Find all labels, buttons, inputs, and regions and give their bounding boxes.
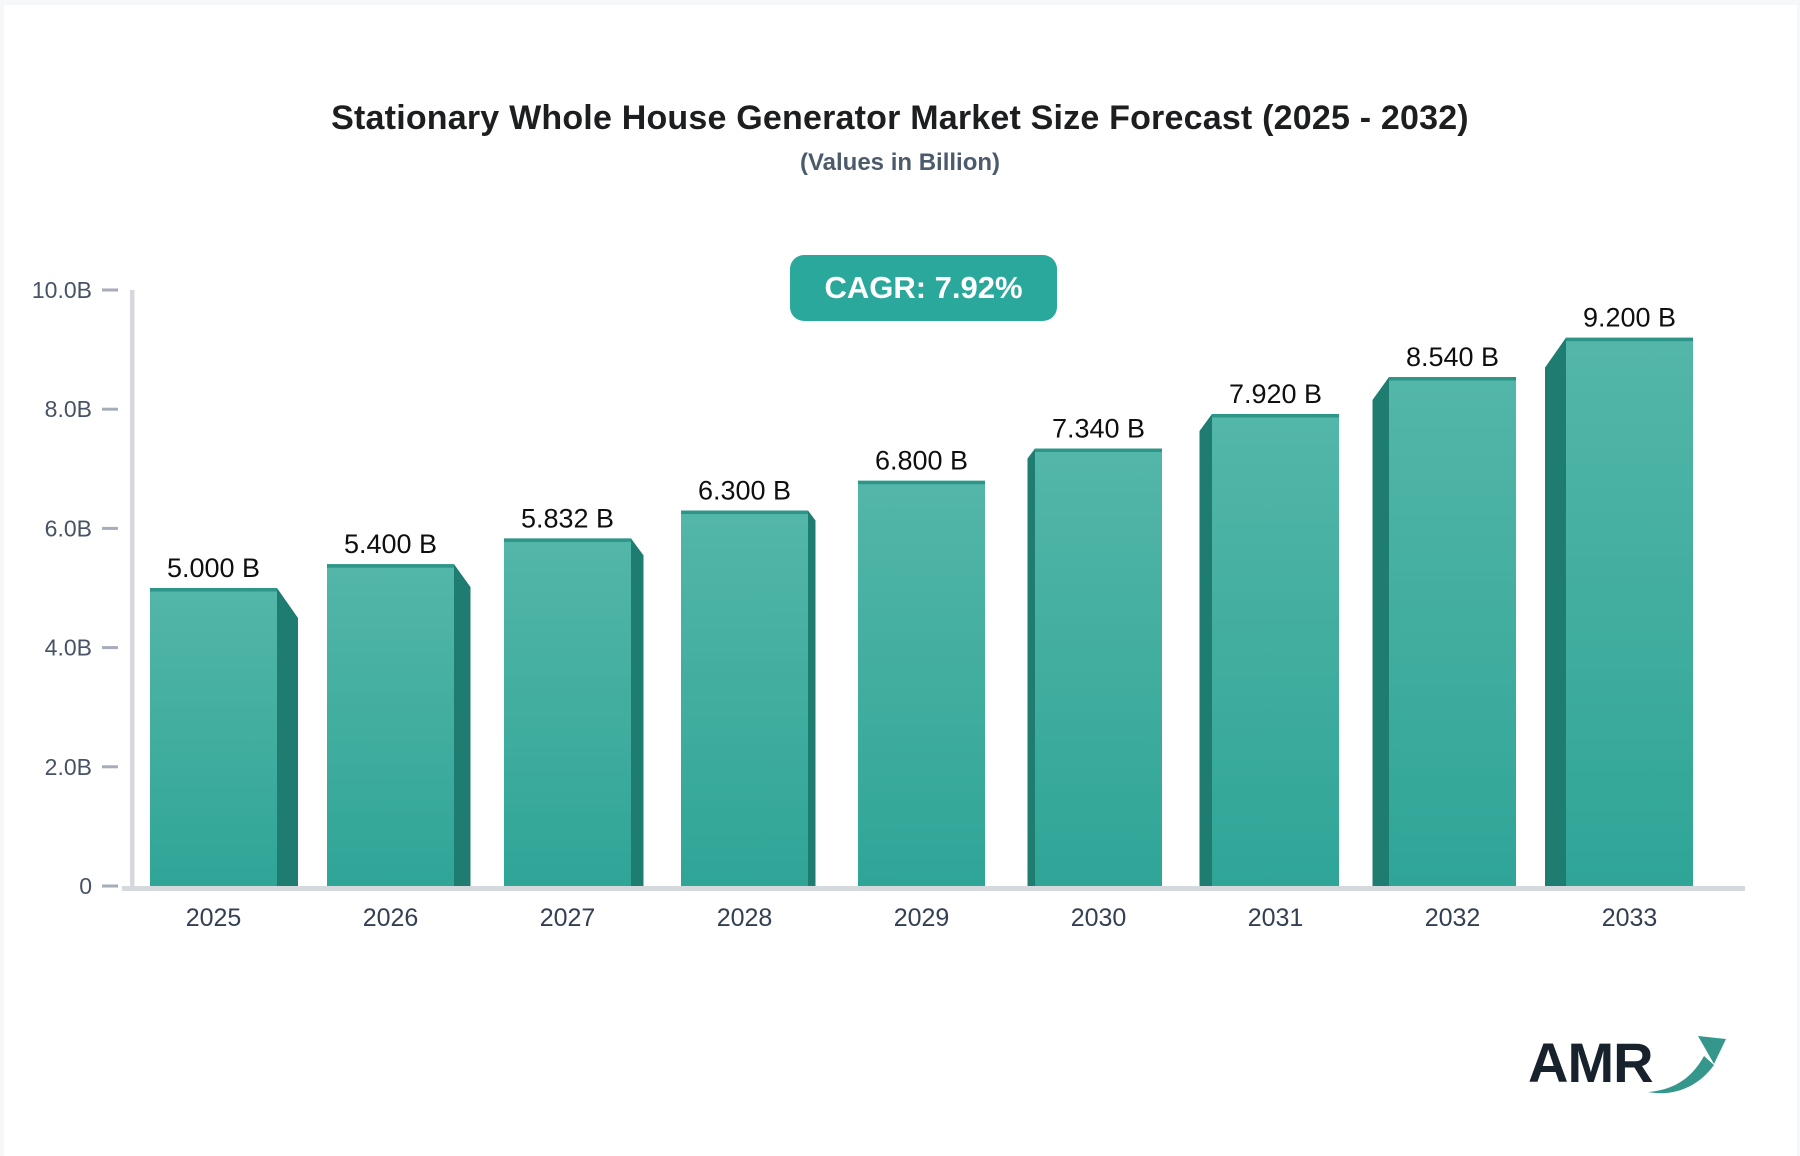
- bar-front-face: [1035, 448, 1162, 886]
- x-tick-label: 2026: [363, 904, 419, 932]
- bar-top-edge: [858, 480, 985, 485]
- bar-side-face: [1545, 337, 1566, 886]
- bar-top-edge: [504, 538, 631, 542]
- bar-top-edge: [1212, 413, 1339, 418]
- bar-value-label: 5.400 B: [344, 529, 437, 559]
- bar-top-edge: [327, 564, 454, 568]
- y-tick-mark: [102, 765, 118, 769]
- bar-side-face: [1372, 377, 1389, 886]
- bar-front-face: [858, 480, 985, 886]
- bar-top-edge: [1389, 377, 1516, 381]
- cagr-badge: CAGR: 7.92%: [790, 255, 1057, 321]
- bar-group-2027: [504, 538, 644, 886]
- y-tick-label: 0: [79, 873, 92, 899]
- x-tick-label: 2031: [1248, 904, 1304, 932]
- y-tick-mark: [102, 526, 118, 530]
- x-tick-label: 2027: [540, 904, 596, 932]
- chart-title: Stationary Whole House Generator Market …: [331, 99, 1469, 137]
- y-tick-mark: [102, 646, 118, 650]
- y-tick-label: 10.0B: [32, 277, 92, 303]
- bar-top-edge: [681, 510, 808, 515]
- bar-side-face: [277, 588, 298, 886]
- growth-arrow-icon: [1648, 1036, 1726, 1094]
- bar-value-label: 9.200 B: [1583, 303, 1676, 333]
- bar-top-edge: [1035, 448, 1162, 453]
- y-tick-label: 6.0B: [45, 515, 92, 541]
- brand-logo-text: AMR: [1528, 1031, 1654, 1094]
- bar-value-label: 6.300 B: [698, 476, 791, 506]
- brand-logo: AMR: [1528, 1030, 1738, 1110]
- y-tick-mark: [102, 288, 118, 292]
- bar-value-label: 7.920 B: [1229, 379, 1322, 409]
- y-tick-mark: [102, 884, 118, 888]
- bar-side-face: [1199, 413, 1212, 886]
- bar-top-edge: [1566, 337, 1693, 342]
- bar-group-2031: [1199, 413, 1339, 886]
- y-axis-line: [130, 290, 135, 890]
- chart-subtitle: (Values in Billion): [799, 149, 1001, 176]
- x-tick-label: 2033: [1602, 904, 1658, 932]
- x-tick-label: 2029: [894, 904, 950, 932]
- x-tick-label: 2028: [717, 904, 773, 932]
- bar-value-label: 5.000 B: [167, 553, 260, 583]
- bar-group-2033: [1545, 337, 1693, 886]
- bar-group-2025: [150, 588, 298, 886]
- bar-group-2028: [681, 510, 816, 886]
- bar-side-face: [631, 538, 644, 886]
- x-axis-line: [122, 886, 1745, 891]
- bar-side-face: [1027, 448, 1035, 886]
- bar-top-edge: [150, 588, 277, 592]
- bar-value-label: 7.340 B: [1052, 414, 1145, 444]
- bar-value-label: 5.832 B: [521, 503, 614, 533]
- x-tick-label: 2032: [1425, 904, 1481, 932]
- bar-front-face: [681, 510, 808, 886]
- bar-front-face: [150, 588, 277, 886]
- bar-side-face: [454, 564, 471, 886]
- bar-front-face: [504, 538, 631, 886]
- bar-front-face: [1389, 377, 1516, 886]
- y-tick-label: 8.0B: [45, 396, 92, 422]
- bar-group-2026: [327, 564, 471, 886]
- x-tick-label: 2025: [186, 904, 242, 932]
- bar-group-2030: [1027, 448, 1162, 886]
- bar-value-label: 6.800 B: [875, 446, 968, 476]
- bar-group-2029: [858, 480, 985, 886]
- bar-front-face: [327, 564, 454, 886]
- x-tick-label: 2030: [1071, 904, 1127, 932]
- bar-value-label: 8.540 B: [1406, 342, 1499, 372]
- bar-group-2032: [1372, 377, 1516, 886]
- bar-front-face: [1566, 337, 1693, 886]
- y-tick-mark: [102, 407, 118, 411]
- y-tick-label: 2.0B: [45, 754, 92, 780]
- y-tick-label: 4.0B: [45, 635, 92, 661]
- bar-side-face: [808, 510, 816, 886]
- bar-front-face: [1212, 413, 1339, 886]
